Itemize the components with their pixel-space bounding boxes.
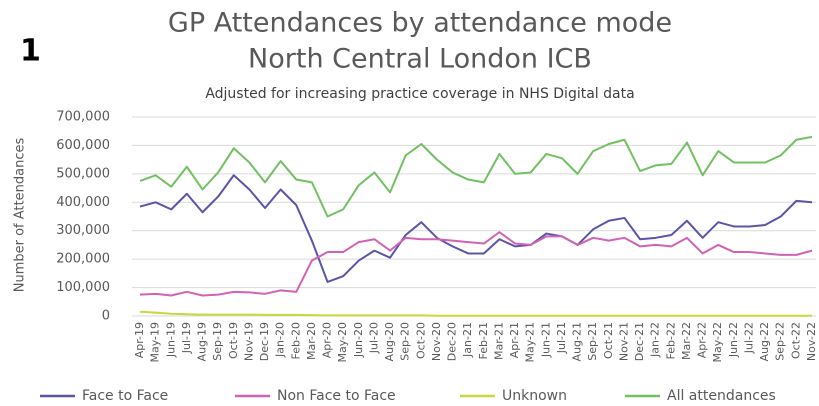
figure-label: 1	[20, 34, 41, 69]
y-tick-label: 200,000	[56, 252, 110, 267]
x-tick-label: Aug-19	[196, 322, 209, 361]
series-line	[139, 135, 813, 218]
x-tick-label: Jul-19	[180, 322, 193, 354]
x-tick-label: Feb-21	[477, 322, 490, 359]
y-tick-label: 700,000	[56, 110, 110, 125]
x-tick-label: Jun-20	[352, 322, 365, 358]
x-tick-label: Mar-22	[680, 322, 693, 360]
x-tick-label: Aug-22	[758, 322, 771, 361]
x-tick-label: Nov-19	[242, 322, 255, 361]
x-tick-label: Jun-21	[539, 322, 552, 358]
x-tick-label: Oct-20	[414, 322, 427, 359]
x-tick-label: Dec-21	[633, 322, 646, 361]
x-tick-label: Sep-20	[399, 322, 412, 361]
legend-label: Unknown	[502, 388, 567, 404]
x-tick-label: Apr-20	[321, 322, 334, 358]
x-tick-label: Aug-21	[571, 322, 584, 361]
chart-title: GP Attendances by attendance mode	[168, 8, 672, 39]
x-tick-label: Apr-19	[133, 322, 146, 358]
legend-label: All attendances	[667, 388, 776, 404]
y-tick-label: 500,000	[56, 166, 110, 181]
x-tick-label: Jul-22	[742, 322, 755, 354]
x-tick-label: Jun-19	[164, 322, 177, 358]
x-tick-label: Oct-22	[789, 322, 802, 359]
legend-label: Face to Face	[82, 388, 168, 404]
series-line	[139, 174, 813, 283]
x-tick-label: Nov-20	[430, 322, 443, 361]
x-tick-label: Aug-20	[383, 322, 396, 361]
x-tick-label: Apr-21	[508, 322, 521, 358]
series-line	[139, 231, 813, 297]
y-tick-label: 400,000	[56, 195, 110, 210]
x-tick-label: Nov-21	[617, 322, 630, 361]
x-tick-label: May-22	[711, 322, 724, 363]
x-tick-label: Sep-21	[586, 322, 599, 361]
y-tick-label: 300,000	[56, 223, 110, 238]
x-tick-label: Sep-22	[774, 322, 787, 361]
x-tick-label: Feb-22	[664, 322, 677, 359]
y-tick-label: 600,000	[56, 138, 110, 153]
x-tick-label: May-19	[149, 322, 162, 363]
y-axis-label: Number of Attendances	[13, 138, 28, 293]
x-tick-label: Mar-20	[305, 322, 318, 360]
legend-label: Non Face to Face	[277, 388, 396, 404]
x-tick-label: Mar-21	[492, 322, 505, 360]
x-tick-label: Dec-20	[446, 322, 459, 361]
x-tick-label: Jan-20	[274, 322, 287, 358]
x-tick-label: Feb-20	[289, 322, 302, 359]
x-tick-label: Sep-19	[211, 322, 224, 361]
y-tick-label: 100,000	[56, 280, 110, 295]
x-tick-label: Jul-20	[367, 322, 380, 354]
x-tick-label: Apr-22	[696, 322, 709, 358]
x-tick-label: Jan-21	[461, 322, 474, 358]
x-tick-label: Dec-19	[258, 322, 271, 361]
x-tick-label: Jul-21	[555, 322, 568, 354]
x-tick-label: Jan-22	[649, 322, 662, 358]
x-tick-label: May-21	[524, 322, 537, 363]
chart-subtitle: Adjusted for increasing practice coverag…	[205, 86, 634, 102]
x-tick-label: May-20	[336, 322, 349, 363]
x-tick-label: Nov-22	[805, 322, 818, 361]
x-tick-label: Oct-21	[602, 322, 615, 359]
chart-title: North Central London ICB	[248, 44, 592, 75]
x-tick-label: Oct-19	[227, 322, 240, 359]
y-tick-label: 0	[102, 309, 110, 324]
series-line	[139, 310, 812, 317]
x-tick-label: Jun-22	[727, 322, 740, 358]
